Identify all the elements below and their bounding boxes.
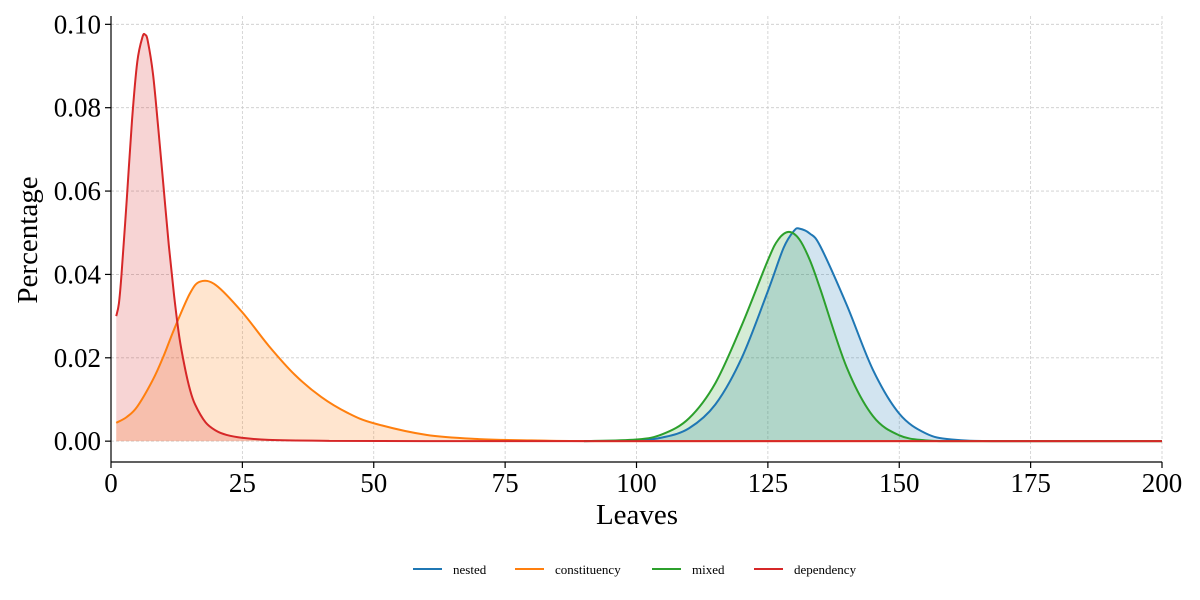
x-tick-label: 200 xyxy=(1142,468,1183,498)
area-mixed xyxy=(583,231,1162,442)
y-tick-label: 0.04 xyxy=(54,259,102,289)
legend: nested constituency mixed dependency xyxy=(413,562,857,577)
y-tick-label: 0.00 xyxy=(54,426,101,456)
legend-label-mixed: mixed xyxy=(692,562,725,577)
legend-label-nested: nested xyxy=(453,562,487,577)
line-nested xyxy=(583,227,1162,443)
y-tick-label: 0.02 xyxy=(54,343,101,373)
x-tick-label: 150 xyxy=(879,468,920,498)
x-tick-label: 100 xyxy=(616,468,657,498)
axis-layer: 0 25 50 75 100 125 150 175 200 0.00 0.02 0.04 0.06 0.… xyxy=(54,9,1183,498)
x-tick-label: 0 xyxy=(104,468,118,498)
line-dependency xyxy=(115,32,1162,443)
y-tick-label: 0.08 xyxy=(54,93,101,123)
legend-label-constituency: constituency xyxy=(555,562,621,577)
x-tick-label: 125 xyxy=(748,468,789,498)
area-nested xyxy=(583,228,1162,442)
y-axis-label: Percentage xyxy=(12,176,44,303)
area-layer xyxy=(116,33,1162,442)
y-tick-label: 0.06 xyxy=(54,176,101,206)
x-tick-label: 175 xyxy=(1010,468,1051,498)
x-tick-label: 25 xyxy=(229,468,256,498)
x-tick-label: 50 xyxy=(360,468,387,498)
y-tick-label: 0.10 xyxy=(54,9,101,39)
x-axis-label: Leaves xyxy=(596,499,678,531)
x-tick-label: 75 xyxy=(492,468,519,498)
line-layer xyxy=(115,32,1162,443)
legend-label-dependency: dependency xyxy=(794,562,857,577)
area-constituency xyxy=(116,280,1162,442)
